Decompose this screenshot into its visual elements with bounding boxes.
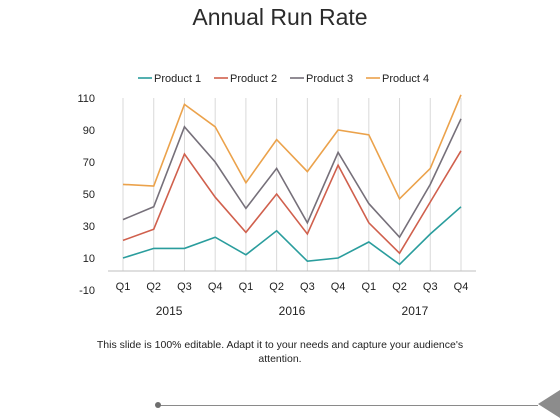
slide-title: Annual Run Rate [192, 4, 368, 30]
x-group-label: 2016 [279, 304, 306, 318]
legend-label: Product 4 [382, 73, 429, 85]
x-tick-label: Q2 [269, 281, 284, 293]
x-tick-label: Q3 [177, 281, 192, 293]
series-line-product-1 [122, 206, 462, 266]
series-line-product-2 [122, 150, 462, 255]
x-tick-label: Q2 [392, 281, 407, 293]
progress-handle[interactable] [155, 402, 161, 408]
legend-label: Product 2 [230, 73, 277, 85]
chart-legend: Product 1 Product 2 Product 3 Product 4 [138, 73, 429, 85]
x-tick-label: Q2 [146, 281, 161, 293]
x-tick-label: Q3 [423, 281, 438, 293]
y-tick-label: 50 [83, 189, 95, 201]
y-tick-label: 70 [83, 157, 95, 169]
y-tick-label: 110 [77, 93, 95, 105]
x-tick-label: Q1 [116, 281, 131, 293]
y-tick-label: -10 [79, 285, 95, 297]
x-group-label: 2017 [402, 304, 429, 318]
next-slide-arrow-icon[interactable] [538, 390, 560, 418]
chart-series [122, 94, 462, 266]
chart-axis-labels: 110 90 70 50 30 10 -10 Q1 Q2 Q3 Q4 Q1 Q2 Q3 Q4 Q1 Q2 Q3 Q4… [77, 93, 468, 318]
x-tick-label: Q4 [208, 281, 223, 293]
progress-track [158, 405, 538, 406]
x-tick-label: Q4 [454, 281, 469, 293]
series-line-product-4 [122, 94, 462, 201]
slide-footer-text: This slide is 100% editable. Adapt it to… [96, 339, 464, 365]
x-group-label: 2015 [156, 304, 183, 318]
x-tick-label: Q1 [239, 281, 254, 293]
x-tick-label: Q4 [331, 281, 346, 293]
legend-label: Product 3 [306, 73, 353, 85]
y-tick-label: 90 [83, 125, 95, 137]
y-tick-label: 10 [83, 253, 95, 265]
x-tick-label: Q1 [361, 281, 376, 293]
x-tick-label: Q3 [300, 281, 315, 293]
y-tick-label: 30 [83, 221, 95, 233]
legend-label: Product 1 [154, 73, 201, 85]
series-line-product-3 [122, 118, 462, 239]
